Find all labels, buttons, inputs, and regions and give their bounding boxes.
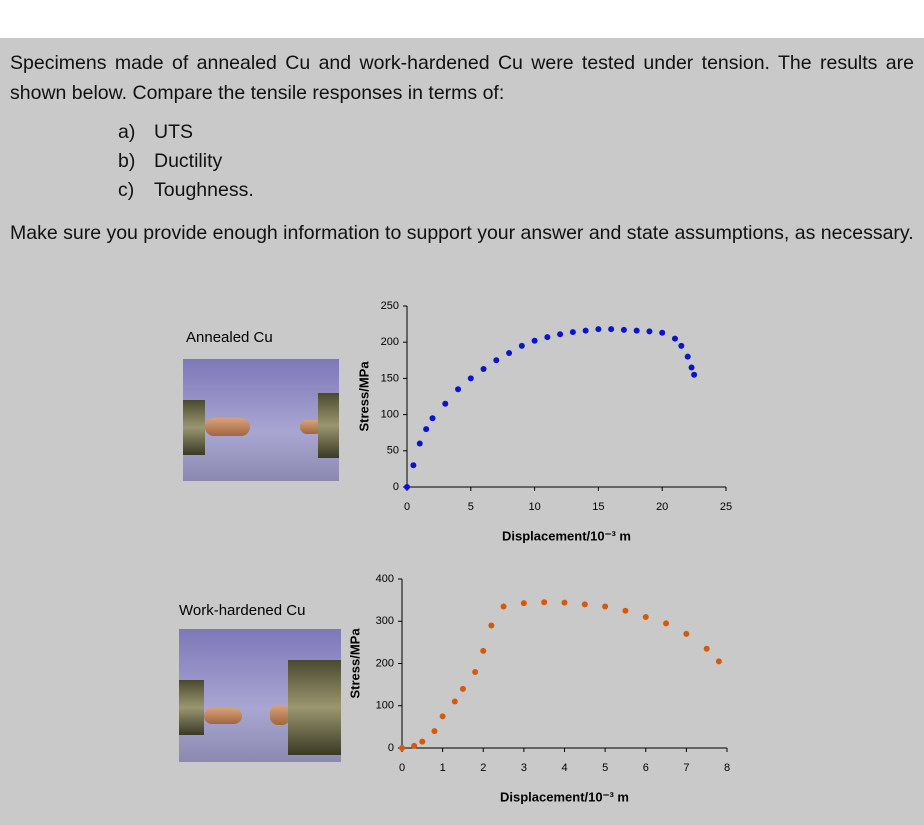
data-point [416, 440, 423, 447]
data-point [659, 329, 666, 336]
data-point [520, 600, 527, 607]
y-tick-label: 0 [388, 742, 394, 754]
data-point [581, 601, 588, 608]
item-marker: c) [118, 179, 135, 201]
y-tick-label: 400 [376, 573, 394, 585]
background [0, 38, 924, 825]
x-tick-label: 6 [643, 762, 649, 774]
data-point [399, 745, 405, 751]
data-point [419, 738, 426, 745]
item: Toughness. [154, 179, 254, 201]
item: Ductility [154, 150, 223, 172]
item-marker: b) [118, 150, 136, 172]
x-tick-label: 4 [561, 762, 567, 774]
data-point [493, 357, 500, 364]
y-tick-label: 250 [381, 300, 399, 312]
data-point [569, 329, 576, 336]
photo [179, 629, 341, 762]
data-point [531, 337, 538, 344]
photo [183, 359, 339, 481]
data-point [602, 603, 609, 610]
data-point [404, 484, 410, 490]
y-tick-label: 200 [376, 657, 394, 669]
x-tick-label: 2 [480, 762, 486, 774]
data-point [544, 334, 551, 341]
y-tick-label: 150 [381, 372, 399, 384]
caption: Annealed Cu [186, 329, 273, 346]
data-point [423, 426, 430, 433]
x-tick-label: 25 [720, 501, 732, 513]
data-point [442, 400, 449, 407]
data-point [557, 331, 564, 338]
x-tick-label: 7 [683, 762, 689, 774]
data-point [595, 326, 602, 333]
data-point [500, 603, 507, 610]
data-point [642, 614, 649, 621]
y-tick-label: 100 [381, 409, 399, 421]
item-marker: a) [118, 121, 136, 143]
data-point [622, 607, 629, 614]
y-tick-label: 50 [387, 445, 399, 457]
y-tick-label: 300 [376, 615, 394, 627]
x-tick-label: 20 [656, 501, 668, 513]
x-tick-label: 5 [468, 501, 474, 513]
data-point [646, 328, 653, 335]
data-point [431, 728, 438, 735]
x-tick-label: 3 [521, 762, 527, 774]
data-point [691, 371, 698, 378]
data-point [620, 326, 627, 333]
intro: Specimens made of annealed Cu and work-h… [10, 52, 914, 104]
data-point [506, 350, 513, 357]
x-axis-title: Displacement/10⁻³ m [502, 528, 631, 543]
data-point [439, 713, 446, 720]
data-point [472, 668, 479, 675]
data-point [715, 658, 722, 665]
data-point [410, 462, 417, 469]
data-point [480, 365, 487, 372]
data-point [633, 327, 640, 334]
x-tick-label: 10 [528, 501, 540, 513]
data-point [671, 335, 678, 342]
note: Make sure you provide enough information… [10, 222, 914, 244]
data-point [608, 326, 615, 333]
x-tick-label: 5 [602, 762, 608, 774]
x-tick-label: 8 [724, 762, 730, 774]
data-point [411, 742, 418, 749]
data-point [455, 386, 462, 393]
x-tick-label: 0 [399, 762, 405, 774]
data-point [488, 622, 495, 629]
data-point [678, 342, 685, 349]
y-tick-label: 100 [376, 700, 394, 712]
data-point [561, 599, 568, 606]
x-axis-title: Displacement/10⁻³ m [500, 789, 629, 804]
data-point [703, 645, 710, 652]
data-point [467, 375, 474, 382]
data-point [480, 647, 487, 654]
data-point [541, 599, 548, 606]
data-point [459, 685, 466, 692]
data-point [683, 630, 690, 637]
y-axis-title: Stress/MPa [356, 361, 371, 432]
y-tick-label: 0 [393, 481, 399, 493]
data-point [684, 353, 691, 360]
item: UTS [154, 121, 193, 143]
y-tick-label: 200 [381, 336, 399, 348]
data-point [688, 364, 695, 371]
x-tick-label: 15 [592, 501, 604, 513]
x-tick-label: 0 [404, 501, 410, 513]
x-tick-label: 1 [440, 762, 446, 774]
data-point [429, 415, 436, 422]
data-point [518, 342, 525, 349]
caption: Work-hardened Cu [179, 602, 305, 619]
y-axis-title: Stress/MPa [347, 628, 362, 699]
data-point [451, 698, 458, 705]
data-point [582, 327, 589, 334]
data-point [663, 620, 670, 627]
